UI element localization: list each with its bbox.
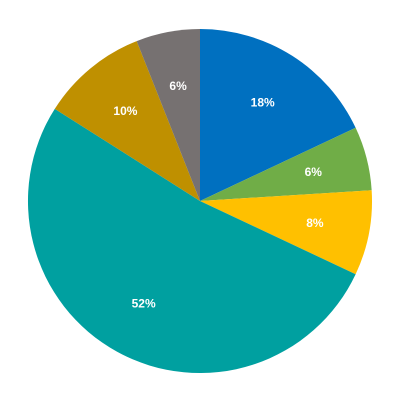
- pie-slice-label-2: 6%: [305, 165, 323, 179]
- labels-layer: 18% 6% 8% 52% 10% 6%: [113, 79, 323, 310]
- pie-slice-label-4: 52%: [132, 296, 156, 310]
- pie-slice-6: [136, 29, 200, 201]
- pie-slice-label-3: 8%: [306, 216, 324, 230]
- pie-slice-4: [27, 108, 356, 374]
- pie-slice-2: [200, 127, 372, 201]
- pie-slice-label-6: 6%: [169, 79, 187, 93]
- pie-slice-label-1: 18%: [251, 95, 275, 109]
- pie-slice-1: [200, 29, 356, 201]
- slices-layer: [27, 29, 372, 374]
- pie-slice-label-5: 10%: [113, 104, 137, 118]
- pie-slice-5: [54, 41, 200, 201]
- pie-slice-3: [200, 190, 372, 275]
